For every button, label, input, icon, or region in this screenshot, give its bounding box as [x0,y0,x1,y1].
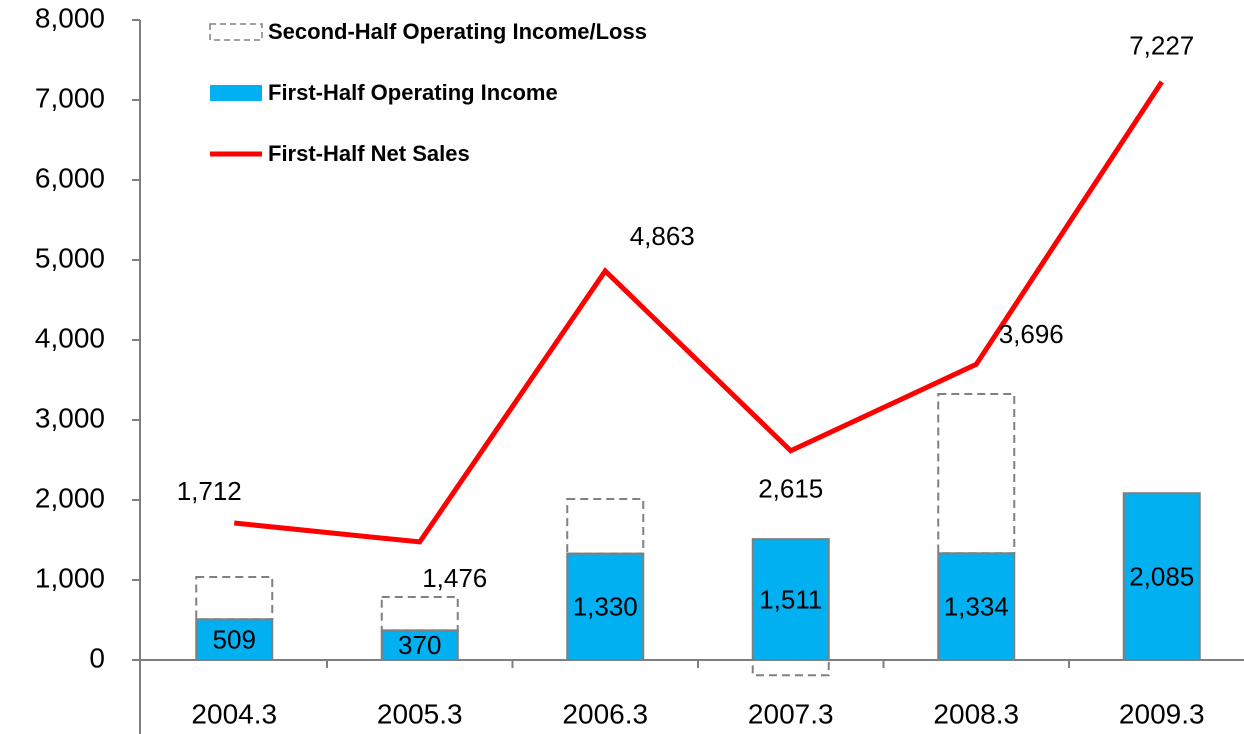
y-tick-label: 7,000 [35,82,105,113]
data-label: 1,712 [177,476,242,506]
y-tick-label: 1,000 [35,562,105,593]
data-label: 7,227 [1129,31,1194,61]
legend-label: First-Half Operating Income [268,80,558,105]
legend-swatch [210,85,262,101]
y-tick-label: 5,000 [35,242,105,273]
y-tick-label: 6,000 [35,162,105,193]
x-tick-label: 2008.3 [933,698,1019,729]
x-tick-label: 2007.3 [748,698,834,729]
second-half-bar [937,393,1016,555]
second-half-bar [751,659,830,677]
y-tick-label: 2,000 [35,482,105,513]
y-tick-label: 4,000 [35,322,105,353]
line [233,80,1164,545]
bar [195,618,274,662]
x-tick-label: 2009.3 [1119,698,1205,729]
y-tick-label: 3,000 [35,402,105,433]
y-tick-label: 8,000 [35,2,105,33]
bar [751,538,830,661]
data-label: 1,330 [573,592,638,622]
data-label: 370 [398,630,441,660]
x-tick-label: 2005.3 [377,698,463,729]
legend-swatch [209,23,263,41]
legend-label: First-Half Net Sales [268,141,470,166]
second-half-bar [195,576,274,621]
bar [937,552,1016,662]
data-label: 3,696 [999,319,1064,349]
x-tick-label: 2004.3 [191,698,277,729]
data-label: 1,511 [759,584,822,614]
data-label: 2,085 [1129,561,1194,591]
bar [566,552,645,661]
second-half-bar [566,498,645,555]
data-label: 2,615 [758,474,823,504]
legend-label: Second-Half Operating Income/Loss [268,19,647,44]
data-label: 509 [213,625,256,655]
x-tick-label: 2006.3 [562,698,648,729]
y-tick-label: 0 [89,642,105,673]
bar [1122,492,1201,662]
data-label: 1,476 [422,563,487,593]
second-half-bar [380,596,459,632]
data-label: 4,863 [630,221,695,251]
data-label: 1,334 [944,592,1009,622]
